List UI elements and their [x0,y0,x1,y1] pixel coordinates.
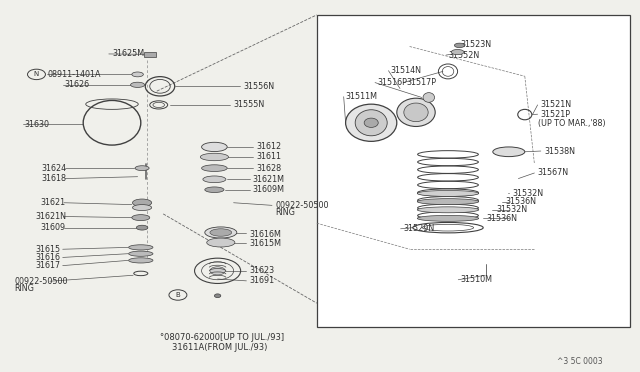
Text: °08070-62000[UP TO JUL./93]: °08070-62000[UP TO JUL./93] [160,333,284,341]
Ellipse shape [210,229,232,236]
Text: 31523N: 31523N [461,40,492,49]
Bar [317,15,630,327]
Text: 31555N: 31555N [234,100,265,109]
Text: 31567N: 31567N [538,169,569,177]
Text: 31615M: 31615M [250,239,282,248]
Text: 31532N: 31532N [512,189,543,198]
Ellipse shape [417,199,479,205]
Ellipse shape [135,166,149,170]
Ellipse shape [132,215,150,221]
Text: 31609M: 31609M [253,185,285,194]
Text: 31621N: 31621N [35,212,66,221]
Text: 31556N: 31556N [243,82,275,91]
Ellipse shape [210,267,225,275]
Text: 31621: 31621 [40,198,65,207]
Ellipse shape [202,165,227,171]
Ellipse shape [355,110,387,136]
Text: 00922-50500: 00922-50500 [275,201,329,210]
Text: 31611A(FROM JUL./93): 31611A(FROM JUL./93) [172,343,267,352]
Ellipse shape [132,205,152,211]
Text: 31536N: 31536N [506,197,536,206]
Ellipse shape [131,82,145,87]
Ellipse shape [493,147,525,157]
Text: 31516P: 31516P [378,78,408,87]
Text: 31617: 31617 [35,261,60,270]
Text: 31621M: 31621M [253,175,285,184]
Text: 31536N: 31536N [486,214,517,223]
Ellipse shape [214,294,221,298]
Text: 31611: 31611 [256,153,281,161]
Text: 31626: 31626 [64,80,89,89]
Text: 31538N: 31538N [544,147,575,155]
Text: 31612: 31612 [256,142,281,151]
Text: 31517P: 31517P [406,78,436,87]
Text: 31616: 31616 [35,253,60,262]
Text: 31521P: 31521P [541,110,571,119]
Ellipse shape [417,207,479,213]
Text: 31521N: 31521N [541,100,572,109]
Text: ^3 5C 0003: ^3 5C 0003 [557,357,602,366]
Ellipse shape [205,187,224,193]
Text: 31624: 31624 [42,164,67,173]
Ellipse shape [203,176,226,183]
Text: 31510M: 31510M [461,275,493,284]
Ellipse shape [404,103,428,122]
Ellipse shape [200,153,228,161]
Text: 31630: 31630 [24,120,49,129]
Ellipse shape [132,72,143,77]
Text: 31616M: 31616M [250,230,282,239]
Text: 00922-50500: 00922-50500 [14,277,68,286]
Ellipse shape [129,258,153,263]
Text: 31609: 31609 [40,223,65,232]
Bar [144,52,156,57]
Ellipse shape [423,93,435,102]
Ellipse shape [346,104,397,141]
Ellipse shape [417,215,479,221]
Text: 31511M: 31511M [346,92,378,101]
Text: 31615: 31615 [35,245,60,254]
Text: 31552N: 31552N [448,51,479,60]
Text: 31532N: 31532N [496,205,527,214]
Text: B: B [175,292,180,298]
Ellipse shape [129,251,153,256]
Text: 31618: 31618 [42,174,67,183]
Ellipse shape [202,142,227,152]
Ellipse shape [129,245,153,250]
Text: N: N [34,71,39,77]
Text: RING: RING [14,284,34,293]
Text: 31691: 31691 [250,276,275,285]
Ellipse shape [132,199,152,206]
Text: 31623: 31623 [250,266,275,275]
Ellipse shape [207,238,235,247]
Text: 31625M: 31625M [112,49,144,58]
Ellipse shape [364,118,378,127]
Ellipse shape [205,227,237,238]
Text: 08911-1401A: 08911-1401A [48,70,102,79]
Ellipse shape [136,225,148,230]
Ellipse shape [451,49,464,55]
Ellipse shape [454,43,465,48]
Text: RING: RING [275,208,295,217]
Text: 31628: 31628 [256,164,281,173]
Text: 31529N: 31529N [403,224,435,233]
Text: 31514N: 31514N [390,66,421,75]
Ellipse shape [397,98,435,126]
Ellipse shape [417,190,479,196]
Text: (UP TO MAR.,'88): (UP TO MAR.,'88) [538,119,605,128]
